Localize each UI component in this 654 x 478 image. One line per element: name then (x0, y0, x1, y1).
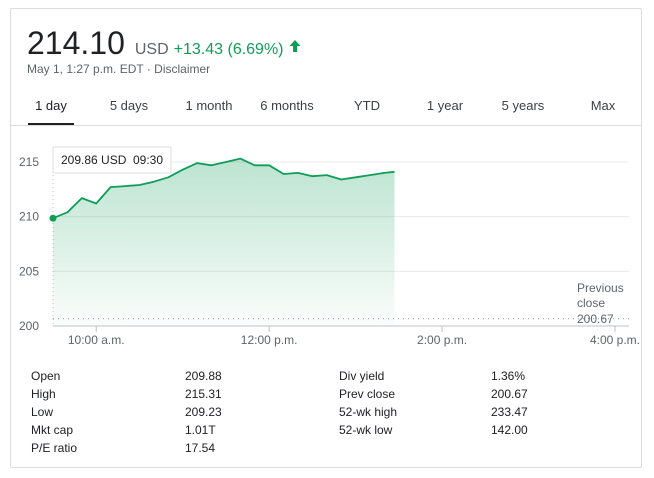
subline-separator: · (143, 62, 155, 76)
stat-value: 209.23 (185, 405, 222, 419)
tooltip-box (52, 146, 172, 174)
stat-label: P/E ratio (31, 441, 78, 455)
current-price: 214.10 (27, 25, 125, 61)
stat-value: 200.67 (491, 387, 528, 401)
tab-1-year[interactable]: 1 year (426, 98, 464, 113)
tooltip-time: 09:30 (133, 153, 163, 167)
currency-label: USD (134, 41, 169, 58)
price-line (52, 157, 395, 220)
data-point (49, 214, 57, 222)
stat-value: 209.88 (185, 369, 222, 383)
stat-value: 17.54 (185, 441, 216, 455)
tab-ytd[interactable]: YTD (354, 98, 380, 113)
stock-card: 214.10 USD +13.43 (6.69%) May 1, 1:27 p.… (10, 8, 642, 468)
previous-close-label: Previous close (577, 281, 624, 310)
price-row: 214.10 USD +13.43 (6.69%) (27, 25, 302, 62)
y-tick-label: 200 (19, 319, 39, 333)
quote-timestamp: May 1, 1:27 p.m. EDT (27, 62, 144, 76)
y-tick-label: 215 (19, 155, 39, 169)
stat-label: Open (31, 369, 61, 383)
x-tick-label: 2:00 p.m. (417, 333, 467, 347)
stat-label: Mkt cap (31, 423, 74, 437)
arrow-up-icon (289, 39, 301, 52)
x-tick-label: 10:00 a.m. (68, 333, 125, 347)
tab-5-years[interactable]: 5 years (501, 98, 545, 113)
x-tick-label: 12:00 p.m. (241, 333, 298, 347)
range-tabs: 1 day 5 days 1 month 6 months YTD 1 year 5 yea… (11, 87, 641, 126)
x-tick-label: 4:00 p.m. (590, 333, 640, 347)
tab-5-days[interactable]: 5 days (109, 98, 149, 113)
tab-max[interactable]: Max (590, 98, 616, 113)
stat-label: 52-wk low (339, 423, 393, 437)
y-tick-label: 205 (19, 264, 39, 278)
disclaimer-link[interactable]: Disclaimer (154, 62, 211, 76)
stat-value: 142.00 (491, 423, 528, 437)
price-change: +13.43 (6.69%) (173, 41, 284, 58)
stat-value: 233.47 (491, 405, 528, 419)
price-area (53, 158, 395, 326)
stat-value: 1.01T (185, 423, 216, 437)
stat-label: Low (31, 405, 54, 419)
quote-subline: May 1, 1:27 p.m. EDT · Disclaimer (27, 62, 210, 76)
stat-label: Prev close (339, 387, 396, 401)
previous-close-value: 200.67 (577, 312, 614, 326)
tab-6-months[interactable]: 6 months (260, 98, 314, 113)
y-tick-label: 210 (19, 210, 39, 224)
price-chart-svg: 215 210 205 200 10:00 a.m. 12:00 p.m. 2:00 p.m… (19, 146, 640, 347)
stat-label: 52-wk high (339, 405, 398, 419)
price-chart: 215 210 205 200 10:00 a.m. 12:00 p.m. 2:00 p.m… (11, 139, 641, 359)
stat-value: 1.36% (491, 369, 526, 383)
tab-1-month[interactable]: 1 month (185, 98, 233, 113)
tab-1-day[interactable]: 1 day (28, 87, 74, 125)
tooltip-value: 209.86 USD (61, 153, 127, 167)
stat-label: Div yield (339, 369, 385, 383)
stat-label: High (31, 387, 56, 401)
stat-value: 215.31 (185, 387, 222, 401)
